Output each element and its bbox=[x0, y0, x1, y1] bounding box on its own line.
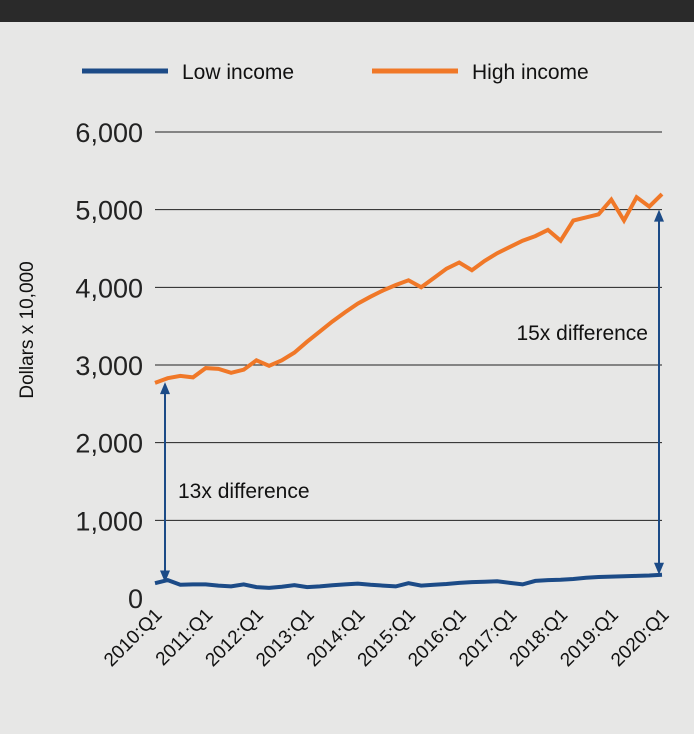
y-tick-label: 2,000 bbox=[75, 429, 143, 459]
annotations: 13x difference 15x difference bbox=[160, 209, 664, 583]
arrow-head-bottom bbox=[654, 562, 664, 575]
x-tick-labels: 2010:Q12011:Q12012:Q12013:Q12014:Q12015:… bbox=[100, 605, 673, 671]
y-tick-label: 0 bbox=[128, 584, 143, 614]
top-bar bbox=[0, 0, 694, 22]
annotation-label: 13x difference bbox=[178, 480, 310, 503]
y-tick-label: 4,000 bbox=[75, 273, 143, 303]
chart: Low income High income Dollars x 10,000 … bbox=[0, 22, 694, 729]
series-line-low-income bbox=[154, 572, 663, 590]
arrow-head-bottom bbox=[160, 570, 170, 583]
annotation-arrow: 15x difference bbox=[516, 209, 664, 575]
y-tick-label: 6,000 bbox=[75, 118, 143, 148]
series-lines bbox=[154, 192, 664, 590]
line-chart: Low income High income Dollars x 10,000 … bbox=[17, 61, 674, 671]
arrow-head-top bbox=[160, 382, 170, 395]
annotation-arrow: 13x difference bbox=[160, 382, 310, 583]
y-tick-label: 3,000 bbox=[75, 351, 143, 381]
legend-label-high-income: High income bbox=[472, 61, 589, 84]
series-line-high-income bbox=[154, 192, 664, 385]
legend: Low income High income bbox=[82, 61, 589, 84]
gridlines bbox=[155, 131, 662, 521]
arrow-head-top bbox=[654, 209, 664, 222]
legend-item-low-income: Low income bbox=[82, 61, 294, 84]
y-tick-label: 5,000 bbox=[75, 196, 143, 226]
y-tick-labels: 0 1,000 2,000 3,000 4,000 5,000 6,000 bbox=[75, 118, 143, 614]
legend-item-high-income: High income bbox=[372, 61, 589, 84]
annotation-label: 15x difference bbox=[516, 322, 648, 345]
y-tick-label: 1,000 bbox=[75, 506, 143, 536]
legend-label-low-income: Low income bbox=[182, 61, 294, 84]
y-axis-label: Dollars x 10,000 bbox=[17, 261, 38, 398]
